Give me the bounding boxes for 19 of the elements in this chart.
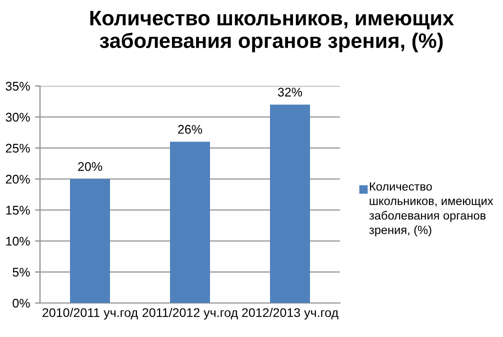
y-tick-label: 5% — [12, 268, 30, 277]
data-label: 20% — [78, 162, 102, 171]
x-tick-label: 2010/2011 уч.год — [42, 308, 138, 320]
x-tick-label: 2011/2012 уч.год — [142, 308, 238, 320]
bar — [270, 104, 310, 303]
y-tick-label: 15% — [6, 206, 30, 215]
y-tick-label: 10% — [6, 236, 30, 246]
y-tick-label: 25% — [6, 144, 30, 153]
y-tick-label: 0% — [12, 298, 30, 308]
data-label: 32% — [278, 88, 302, 97]
bar — [170, 142, 210, 303]
legend-label: Количество школьников, имеющих заболевания органов зрения, (%) — [369, 182, 494, 236]
y-tick-label: 20% — [6, 174, 30, 184]
bar — [70, 179, 110, 303]
x-tick-label: 2012/2013 уч.год — [242, 308, 338, 320]
data-label: 26% — [178, 124, 202, 134]
y-tick-label: 35% — [6, 82, 30, 91]
y-tick-label: 30% — [6, 112, 30, 122]
chart-title: Количество школьников, имеющих заболевания органов зрения, (%) — [90, 10, 454, 52]
